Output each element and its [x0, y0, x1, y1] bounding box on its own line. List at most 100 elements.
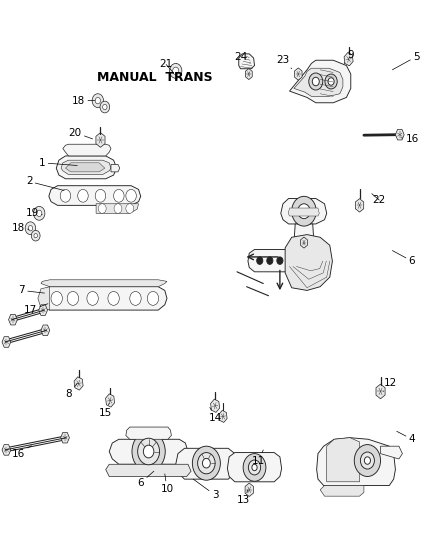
- Text: 16: 16: [11, 446, 31, 458]
- Polygon shape: [60, 432, 69, 443]
- Circle shape: [67, 292, 78, 305]
- Circle shape: [31, 230, 40, 241]
- Polygon shape: [316, 438, 395, 486]
- Circle shape: [113, 189, 124, 202]
- Polygon shape: [56, 156, 117, 179]
- Circle shape: [251, 464, 257, 471]
- Text: 1: 1: [39, 158, 77, 168]
- Polygon shape: [105, 394, 114, 407]
- Polygon shape: [293, 224, 313, 243]
- Circle shape: [327, 78, 333, 85]
- Circle shape: [114, 204, 122, 213]
- Circle shape: [197, 453, 215, 474]
- Polygon shape: [326, 438, 359, 482]
- Circle shape: [138, 438, 159, 465]
- Circle shape: [192, 446, 220, 480]
- Polygon shape: [210, 399, 219, 413]
- Circle shape: [353, 445, 380, 477]
- Circle shape: [364, 457, 370, 464]
- Polygon shape: [111, 165, 120, 172]
- Polygon shape: [288, 208, 318, 216]
- Circle shape: [147, 292, 158, 305]
- Circle shape: [34, 233, 37, 238]
- Circle shape: [36, 210, 42, 216]
- Text: 11: 11: [252, 450, 265, 465]
- Text: 10: 10: [160, 474, 173, 494]
- Polygon shape: [63, 144, 111, 156]
- Circle shape: [95, 189, 106, 202]
- Polygon shape: [109, 439, 187, 464]
- Circle shape: [130, 292, 141, 305]
- Circle shape: [256, 257, 262, 264]
- Circle shape: [311, 77, 318, 86]
- Text: 9: 9: [343, 50, 353, 63]
- Polygon shape: [247, 249, 292, 272]
- Polygon shape: [61, 160, 111, 174]
- Polygon shape: [319, 486, 363, 496]
- Circle shape: [324, 74, 336, 89]
- Polygon shape: [126, 427, 171, 439]
- Polygon shape: [395, 130, 403, 140]
- Circle shape: [108, 292, 119, 305]
- Polygon shape: [293, 68, 342, 96]
- Circle shape: [248, 460, 260, 475]
- Polygon shape: [39, 305, 47, 316]
- Circle shape: [291, 196, 315, 226]
- Polygon shape: [9, 314, 17, 325]
- Circle shape: [60, 189, 71, 202]
- Text: MANUAL  TRANS: MANUAL TRANS: [97, 71, 212, 84]
- Circle shape: [276, 257, 283, 264]
- Text: 17: 17: [24, 304, 48, 315]
- Polygon shape: [96, 204, 138, 213]
- Text: 7: 7: [18, 286, 44, 295]
- Circle shape: [132, 431, 165, 472]
- Polygon shape: [41, 325, 49, 336]
- Circle shape: [266, 257, 272, 264]
- Circle shape: [102, 104, 107, 110]
- Polygon shape: [354, 199, 363, 212]
- Circle shape: [25, 222, 35, 235]
- Text: 13: 13: [237, 490, 250, 505]
- Polygon shape: [294, 68, 301, 80]
- Text: 23: 23: [276, 55, 291, 69]
- Polygon shape: [280, 198, 326, 224]
- Circle shape: [360, 452, 374, 469]
- Circle shape: [92, 94, 103, 108]
- Polygon shape: [380, 446, 402, 459]
- Circle shape: [87, 292, 98, 305]
- Circle shape: [172, 67, 178, 75]
- Polygon shape: [227, 453, 281, 482]
- Text: 3: 3: [193, 479, 218, 500]
- Polygon shape: [245, 69, 252, 79]
- Polygon shape: [343, 53, 352, 66]
- Text: 16: 16: [400, 134, 418, 144]
- Text: 14: 14: [208, 407, 221, 423]
- Text: 12: 12: [383, 378, 396, 391]
- Circle shape: [297, 204, 309, 219]
- Polygon shape: [219, 410, 226, 423]
- Circle shape: [78, 189, 88, 202]
- Polygon shape: [49, 185, 141, 205]
- Polygon shape: [96, 133, 105, 147]
- Text: 6: 6: [392, 251, 414, 266]
- Text: 5: 5: [392, 52, 419, 70]
- Polygon shape: [175, 448, 237, 479]
- Circle shape: [98, 204, 106, 213]
- Polygon shape: [244, 483, 253, 497]
- Circle shape: [126, 189, 136, 202]
- Circle shape: [202, 458, 210, 468]
- Text: 8: 8: [65, 383, 77, 399]
- Circle shape: [143, 445, 153, 458]
- Polygon shape: [65, 163, 105, 172]
- Text: 6: 6: [137, 471, 153, 488]
- Text: 20: 20: [68, 127, 92, 139]
- Text: 22: 22: [371, 193, 385, 205]
- Circle shape: [243, 454, 265, 481]
- Polygon shape: [2, 445, 11, 455]
- Polygon shape: [285, 235, 332, 290]
- Polygon shape: [38, 287, 49, 310]
- Circle shape: [28, 225, 32, 231]
- Circle shape: [33, 206, 45, 220]
- Text: 18: 18: [11, 223, 29, 233]
- Text: 15: 15: [99, 403, 112, 418]
